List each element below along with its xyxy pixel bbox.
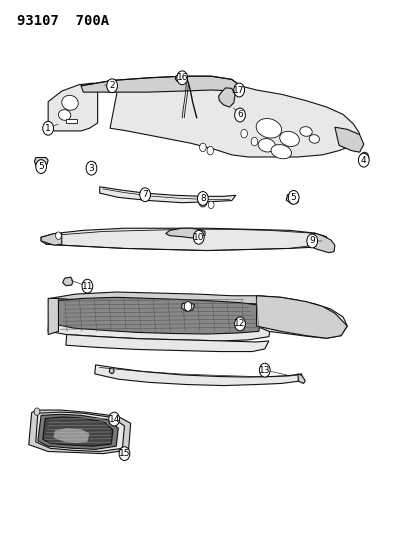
Ellipse shape bbox=[256, 118, 281, 138]
Ellipse shape bbox=[299, 127, 311, 136]
Polygon shape bbox=[285, 193, 298, 204]
Circle shape bbox=[198, 196, 206, 207]
Circle shape bbox=[234, 108, 245, 122]
Circle shape bbox=[360, 152, 368, 163]
Text: 10: 10 bbox=[192, 233, 204, 242]
Text: 4: 4 bbox=[360, 156, 366, 165]
Circle shape bbox=[36, 160, 46, 173]
Polygon shape bbox=[100, 187, 235, 203]
Circle shape bbox=[55, 232, 61, 239]
Circle shape bbox=[287, 190, 298, 204]
Ellipse shape bbox=[279, 131, 299, 147]
Polygon shape bbox=[95, 365, 301, 385]
Circle shape bbox=[140, 188, 150, 201]
Text: 6: 6 bbox=[237, 110, 242, 119]
Polygon shape bbox=[41, 228, 326, 251]
Polygon shape bbox=[66, 119, 77, 123]
Ellipse shape bbox=[62, 95, 78, 110]
Polygon shape bbox=[109, 368, 114, 374]
Ellipse shape bbox=[271, 144, 291, 159]
Polygon shape bbox=[62, 277, 73, 286]
Circle shape bbox=[119, 447, 130, 461]
Text: 3: 3 bbox=[88, 164, 94, 173]
Circle shape bbox=[206, 147, 213, 155]
Circle shape bbox=[193, 230, 204, 244]
Text: 7: 7 bbox=[142, 190, 147, 199]
Polygon shape bbox=[43, 417, 113, 446]
Text: 13: 13 bbox=[259, 366, 270, 375]
Polygon shape bbox=[50, 292, 301, 305]
Polygon shape bbox=[256, 296, 347, 338]
Polygon shape bbox=[48, 298, 272, 341]
Text: 16: 16 bbox=[176, 73, 188, 82]
Circle shape bbox=[184, 302, 191, 311]
Text: 12: 12 bbox=[234, 319, 245, 328]
Polygon shape bbox=[218, 88, 235, 107]
Text: 15: 15 bbox=[119, 449, 130, 458]
Circle shape bbox=[107, 79, 117, 93]
Text: 8: 8 bbox=[199, 194, 205, 203]
Polygon shape bbox=[81, 76, 240, 92]
Circle shape bbox=[82, 279, 93, 293]
Circle shape bbox=[259, 364, 269, 377]
Circle shape bbox=[86, 161, 97, 175]
Polygon shape bbox=[66, 335, 268, 352]
Polygon shape bbox=[53, 428, 89, 443]
Polygon shape bbox=[38, 414, 118, 449]
Ellipse shape bbox=[258, 139, 275, 152]
Text: 11: 11 bbox=[81, 281, 93, 290]
Polygon shape bbox=[36, 412, 124, 451]
Polygon shape bbox=[175, 74, 181, 82]
Ellipse shape bbox=[309, 135, 319, 143]
Text: 93107  700A: 93107 700A bbox=[17, 14, 109, 28]
Text: 9: 9 bbox=[309, 237, 314, 246]
Circle shape bbox=[197, 191, 208, 205]
Text: 5: 5 bbox=[290, 193, 296, 202]
Polygon shape bbox=[28, 410, 131, 454]
Circle shape bbox=[233, 83, 244, 97]
Circle shape bbox=[358, 154, 368, 167]
Circle shape bbox=[199, 143, 206, 152]
Polygon shape bbox=[34, 158, 48, 166]
Polygon shape bbox=[48, 298, 58, 335]
Polygon shape bbox=[181, 302, 194, 311]
Text: 17: 17 bbox=[233, 85, 244, 94]
Circle shape bbox=[306, 234, 317, 248]
Polygon shape bbox=[313, 233, 334, 253]
Circle shape bbox=[251, 138, 257, 146]
Polygon shape bbox=[256, 296, 347, 338]
Circle shape bbox=[176, 71, 187, 85]
Circle shape bbox=[43, 122, 53, 135]
Polygon shape bbox=[58, 297, 264, 334]
Ellipse shape bbox=[58, 110, 71, 120]
Circle shape bbox=[234, 317, 245, 331]
Circle shape bbox=[34, 408, 40, 415]
Polygon shape bbox=[41, 233, 62, 245]
Text: 5: 5 bbox=[38, 162, 44, 171]
Polygon shape bbox=[334, 127, 363, 152]
Text: 14: 14 bbox=[108, 415, 119, 424]
Circle shape bbox=[240, 130, 247, 138]
Text: 2: 2 bbox=[109, 81, 115, 90]
Polygon shape bbox=[165, 228, 204, 238]
Polygon shape bbox=[297, 374, 304, 383]
Circle shape bbox=[306, 239, 312, 246]
Circle shape bbox=[109, 412, 119, 426]
Polygon shape bbox=[110, 86, 359, 157]
Text: 1: 1 bbox=[45, 124, 51, 133]
Circle shape bbox=[208, 201, 214, 208]
Polygon shape bbox=[48, 83, 97, 131]
